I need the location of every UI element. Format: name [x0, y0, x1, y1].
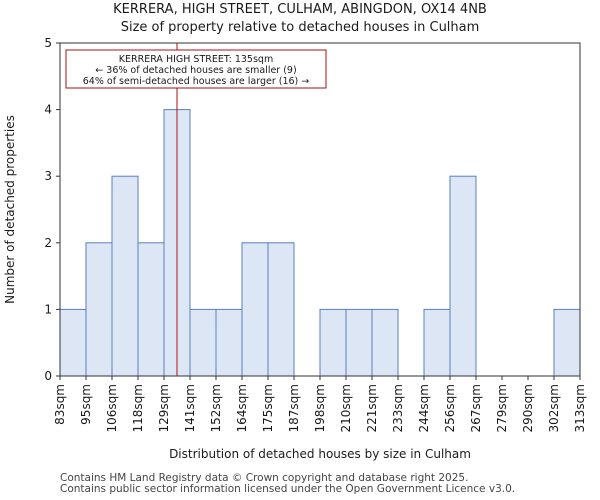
x-tick-label-141sqm: 141sqm	[183, 384, 197, 432]
x-tick-label-221sqm: 221sqm	[365, 384, 379, 432]
bar-106sqm	[111, 175, 139, 377]
x-tick-label-313sqm: 313sqm	[573, 384, 587, 432]
bar-244sqm	[423, 308, 451, 377]
y-tick-label-2: 2	[44, 236, 52, 250]
footer-line-2: Contains public sector information licen…	[60, 483, 516, 495]
x-tick-label-152sqm: 152sqm	[209, 384, 223, 432]
bar-152sqm	[215, 308, 243, 377]
y-tick-label-0: 0	[44, 369, 52, 383]
x-tick-label-267sqm: 267sqm	[469, 384, 483, 432]
x-tick-label-129sqm: 129sqm	[157, 384, 171, 432]
y-axis-label: Number of detached properties	[3, 115, 17, 304]
x-tick-label-118sqm: 118sqm	[131, 384, 145, 432]
bar-175sqm	[267, 242, 295, 377]
x-tick-label-279sqm: 279sqm	[495, 384, 509, 432]
footer-line-1: Contains HM Land Registry data © Crown c…	[60, 472, 469, 484]
bar-302sqm	[553, 308, 581, 377]
y-tick-label-3: 3	[44, 169, 52, 183]
x-tick-label-164sqm: 164sqm	[235, 384, 249, 432]
x-tick-label-244sqm: 244sqm	[417, 384, 431, 432]
x-tick-label-187sqm: 187sqm	[287, 384, 301, 432]
chart-title: KERRERA, HIGH STREET, CULHAM, ABINGDON, …	[113, 2, 487, 17]
x-tick-label-95sqm: 95sqm	[79, 384, 93, 425]
x-tick-label-256sqm: 256sqm	[443, 384, 457, 432]
x-tick-label-290sqm: 290sqm	[521, 384, 535, 432]
y-tick-label-5: 5	[44, 36, 52, 50]
histogram-chart: 0 1 2 3 4 5 83sqm 95sqm 106sqm 118sqm 129sqm 141sqm…	[3, 36, 587, 461]
bar-221sqm	[371, 308, 399, 377]
bar-198sqm	[319, 308, 347, 377]
bar-95sqm	[85, 242, 113, 377]
x-tick-label-83sqm: 83sqm	[53, 384, 67, 425]
annotation-line-3: 64% of semi-detached houses are larger (…	[83, 76, 310, 87]
bar-83sqm	[59, 308, 87, 377]
x-tick-label-198sqm: 198sqm	[313, 384, 327, 432]
x-tick-label-302sqm: 302sqm	[547, 384, 561, 432]
x-tick-label-233sqm: 233sqm	[391, 384, 405, 432]
y-tick-label-4: 4	[44, 103, 52, 117]
annotation-line-1: KERRERA HIGH STREET: 135sqm	[119, 54, 273, 65]
bar-118sqm	[137, 242, 165, 377]
bar-256sqm	[449, 175, 477, 377]
annotation-box	[65, 49, 327, 89]
x-tick-label-210sqm: 210sqm	[339, 384, 353, 432]
x-tick-label-175sqm: 175sqm	[261, 384, 275, 432]
bar-141sqm	[189, 308, 217, 377]
bar-164sqm	[241, 242, 269, 377]
x-axis-label: Distribution of detached houses by size …	[169, 447, 471, 461]
bar-210sqm	[345, 308, 373, 377]
x-tick-label-106sqm: 106sqm	[105, 384, 119, 432]
annotation-line-2: ← 36% of detached houses are smaller (9)	[95, 65, 296, 76]
y-tick-label-1: 1	[44, 302, 52, 316]
chart-subtitle: Size of property relative to detached ho…	[120, 20, 480, 35]
